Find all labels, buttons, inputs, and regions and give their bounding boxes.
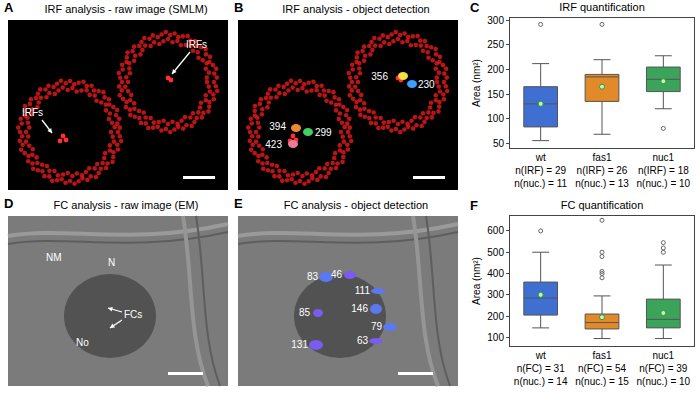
svg-text:IRFs: IRFs	[186, 39, 207, 50]
svg-text:fas1n(FC) = 54n(nuc.) = 15: fas1n(FC) = 54n(nuc.) = 15	[575, 350, 629, 387]
svg-text:423: 423	[265, 139, 282, 150]
svg-text:200: 200	[487, 64, 504, 75]
svg-text:85: 85	[299, 307, 311, 318]
svg-text:46: 46	[331, 269, 343, 280]
html-text:F: F	[470, 198, 478, 213]
svg-text:IRF quantification: IRF quantification	[559, 1, 645, 13]
svg-text:600: 600	[487, 225, 504, 236]
html-text:D: D	[4, 196, 14, 211]
svg-text:400: 400	[487, 268, 504, 279]
svg-text:79: 79	[371, 321, 383, 332]
svg-text:nuc1n(FC) = 39n(nuc.) = 10: nuc1n(FC) = 39n(nuc.) = 10	[637, 350, 691, 387]
svg-text:500: 500	[487, 247, 504, 258]
svg-text:nuc1n(IRF) = 18n(nuc.) = 10: nuc1n(IRF) = 18n(nuc.) = 10	[637, 152, 691, 189]
svg-text:300: 300	[487, 15, 504, 26]
svg-text:100: 100	[487, 113, 504, 124]
svg-text:IRFs: IRFs	[22, 107, 43, 118]
svg-text:230: 230	[418, 79, 435, 90]
svg-text:Area (nm²): Area (nm²)	[471, 59, 482, 107]
svg-text:NM: NM	[46, 252, 62, 263]
svg-text:111: 111	[355, 285, 371, 296]
svg-text:299: 299	[315, 127, 332, 138]
svg-text:FCs: FCs	[124, 309, 142, 320]
svg-text:IRF analysis - object detectio: IRF analysis - object detection	[282, 3, 429, 15]
svg-text:FC analysis - raw image (EM): FC analysis - raw image (EM)	[54, 199, 199, 211]
svg-text:N: N	[108, 257, 115, 268]
svg-text:100: 100	[487, 332, 504, 343]
svg-text:No: No	[76, 337, 89, 348]
html-text:B: B	[234, 0, 244, 15]
svg-text:150: 150	[487, 89, 504, 100]
svg-text:wtn(FC) = 31n(nuc.) = 14: wtn(FC) = 31n(nuc.) = 14	[514, 350, 568, 387]
svg-text:356: 356	[371, 71, 388, 82]
svg-text:FC analysis - object detection: FC analysis - object detection	[284, 199, 428, 211]
svg-text:146: 146	[351, 303, 368, 314]
html-text:A: A	[4, 0, 14, 15]
html-text:E: E	[234, 196, 243, 211]
svg-text:Area (nm²): Area (nm²)	[471, 257, 482, 305]
svg-text:300: 300	[487, 289, 504, 300]
svg-text:IRF analysis - raw image (SMLM: IRF analysis - raw image (SMLM)	[44, 3, 207, 15]
svg-text:wtn(IRF) = 29n(nuc.) = 11: wtn(IRF) = 29n(nuc.) = 11	[514, 152, 567, 189]
svg-text:50: 50	[493, 138, 505, 149]
svg-text:fas1n(IRF) = 26n(nuc.) = 13: fas1n(IRF) = 26n(nuc.) = 13	[575, 152, 629, 189]
svg-text:FC quantification: FC quantification	[561, 199, 644, 211]
svg-text:63: 63	[357, 335, 369, 346]
svg-text:394: 394	[269, 121, 286, 132]
svg-text:131: 131	[291, 339, 308, 350]
html-text:C: C	[470, 0, 480, 15]
svg-text:250: 250	[487, 39, 504, 50]
svg-text:200: 200	[487, 311, 504, 322]
svg-text:83: 83	[307, 271, 319, 282]
